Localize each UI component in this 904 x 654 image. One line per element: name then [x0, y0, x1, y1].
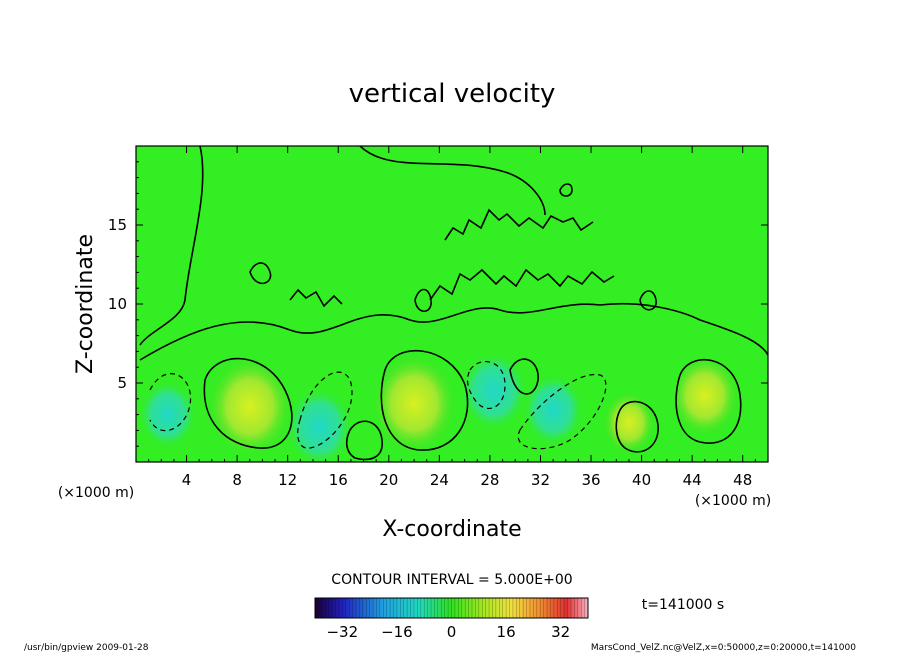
colorbar-stripes: [318, 598, 585, 618]
contour-pos-low: [345, 420, 383, 461]
contour-pos-center: [380, 349, 469, 451]
contour-neg-a: [297, 371, 353, 449]
colorbar: −32 −16 0 16 32: [314, 597, 589, 641]
y-tick-label: 5: [117, 374, 127, 392]
x-unit-left: (×1000 m): [58, 485, 134, 501]
x-tick-label: 16: [329, 471, 348, 489]
contour-pos-blob: [509, 358, 539, 395]
field-feature-up-0: [207, 357, 292, 456]
colorbar-tick-label: 16: [497, 623, 516, 641]
plot-area: [136, 146, 768, 462]
x-tick-label: 20: [379, 471, 398, 489]
y-tick-label: 15: [108, 216, 127, 234]
x-tick-label: 40: [632, 471, 651, 489]
contour-noise-g: [559, 183, 573, 197]
contour-zero-upper: [139, 146, 204, 346]
x-tick-label: 44: [683, 471, 702, 489]
x-axis: 4 8 12 16 20 24 28 32 36 40 44 48: [148, 146, 756, 489]
contour-noise-a: [444, 208, 594, 241]
contour-zero-mid: [139, 302, 768, 361]
footer-left: /usr/bin/gpview 2009-01-28: [24, 643, 149, 653]
contour-neg-b: [466, 361, 506, 410]
x-axis-title: X-coordinate: [382, 517, 521, 542]
x-tick-label: 28: [480, 471, 499, 489]
contour-noise-c: [249, 262, 272, 285]
contour-pos-left: [203, 357, 293, 449]
y-axis: 5 10 15: [108, 161, 768, 447]
contour-pos-small: [615, 400, 659, 453]
y-axis-title: Z-coordinate: [73, 234, 98, 374]
contour-negative: [149, 361, 607, 450]
chart-title: vertical velocity: [349, 79, 556, 109]
colorbar-ticks: −32 −16 0 16 32: [326, 623, 570, 641]
field-feature-down-4: [138, 380, 197, 450]
colorbar-tick-label: 32: [551, 623, 570, 641]
y-tick-label: 10: [108, 295, 127, 313]
contour-pos-right: [675, 359, 742, 444]
x-tick-label: 8: [232, 471, 242, 489]
contour-neg-left: [149, 373, 192, 432]
contour-noise-f: [639, 290, 657, 311]
x-tick-label: 12: [278, 471, 297, 489]
field-feature-up-1: [372, 354, 457, 453]
field-feature-up-2: [670, 355, 739, 436]
contour-interval: CONTOUR INTERVAL = 5.000E+00: [331, 572, 572, 588]
contour-lines: [139, 146, 768, 461]
x-tick-label: 32: [531, 471, 550, 489]
field-feature-down-7: [522, 373, 584, 447]
contour-noise-d: [289, 288, 343, 308]
x-tick-label: 4: [182, 471, 192, 489]
contour-neg-c: [517, 373, 607, 450]
colorbar-tick-label: −32: [326, 623, 358, 641]
field-feature-up-3: [602, 391, 655, 454]
contour-noise-e: [414, 288, 432, 313]
field-feature-down-5: [285, 387, 354, 462]
footer-right: MarsCond_VelZ.nc@VelZ,x=0:50000,z=0:2000…: [591, 643, 856, 653]
colorbar-tick-label: 0: [447, 623, 457, 641]
x-tick-label: 48: [733, 471, 752, 489]
x-tick-label: 36: [581, 471, 600, 489]
contour-noise-b: [429, 268, 615, 301]
colorbar-tick-label: −16: [381, 623, 413, 641]
time-label: t=141000 s: [642, 597, 724, 613]
contour-zero-ridge: [359, 146, 546, 216]
x-unit-right: (×1000 m): [695, 493, 771, 509]
x-tick-label: 24: [430, 471, 449, 489]
